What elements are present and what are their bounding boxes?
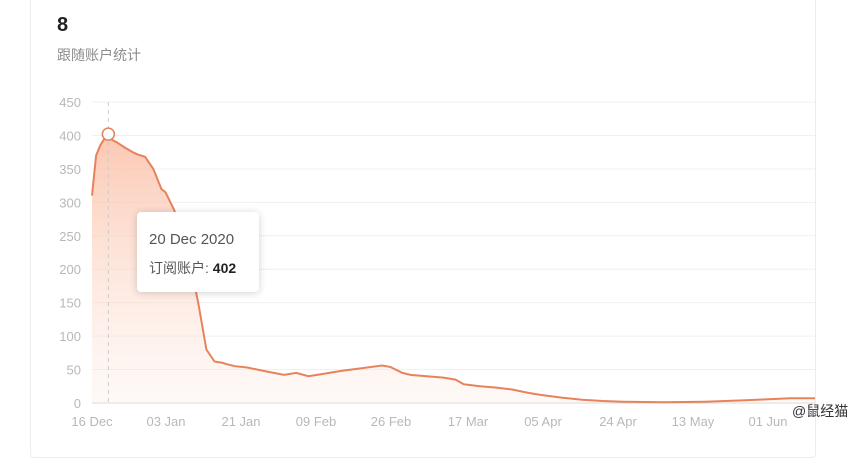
series-line bbox=[91, 132, 815, 404]
tooltip: 20 Dec 2020 订阅账户: 402 bbox=[137, 212, 259, 292]
y-tick-label: 350 bbox=[59, 162, 81, 177]
y-tick-label: 0 bbox=[74, 396, 81, 411]
y-tick-label: 250 bbox=[59, 229, 81, 244]
hover-point[interactable] bbox=[101, 127, 116, 141]
x-tick-label: 03 Jan bbox=[146, 414, 185, 429]
y-tick-label: 100 bbox=[59, 329, 81, 344]
x-tick-label: 01 Jun bbox=[748, 414, 787, 429]
y-tick-label: 400 bbox=[59, 128, 81, 143]
x-tick-label: 17 Mar bbox=[448, 414, 489, 429]
y-tick-label: 300 bbox=[59, 195, 81, 210]
x-tick-label: 13 May bbox=[672, 414, 715, 429]
x-axis: 16 Dec 03 Jan 21 Jan 09 Feb 26 Feb 17 Mar 05 A… bbox=[71, 414, 787, 429]
x-tick-label: 26 Feb bbox=[371, 414, 411, 429]
x-tick-label: 09 Feb bbox=[296, 414, 336, 429]
tooltip-row: 订阅账户: 402 bbox=[149, 258, 236, 278]
y-tick-label: 450 bbox=[59, 95, 81, 110]
y-tick-label: 150 bbox=[59, 296, 81, 311]
tooltip-value: 402 bbox=[212, 260, 237, 276]
tooltip-date: 20 Dec 2020 bbox=[149, 231, 235, 248]
area-chart[interactable]: 0 50 100 150 200 250 300 350 400 450 16 Dec 03 Jan… bbox=[0, 0, 865, 443]
tooltip-label: 订阅账户: bbox=[149, 260, 209, 276]
watermark: @鼠经猫 bbox=[792, 403, 849, 419]
y-tick-label: 200 bbox=[59, 262, 81, 277]
y-tick-label: 50 bbox=[67, 363, 81, 378]
metric-label: 跟随账户统计 bbox=[57, 47, 141, 63]
x-tick-label: 16 Dec bbox=[71, 414, 113, 429]
x-tick-label: 24 Apr bbox=[599, 414, 637, 429]
metric-value: 8 bbox=[57, 14, 69, 36]
x-tick-label: 05 Apr bbox=[524, 414, 562, 429]
x-tick-label: 21 Jan bbox=[221, 414, 260, 429]
area-fill bbox=[92, 134, 815, 403]
y-axis: 0 50 100 150 200 250 300 350 400 450 bbox=[59, 95, 81, 411]
